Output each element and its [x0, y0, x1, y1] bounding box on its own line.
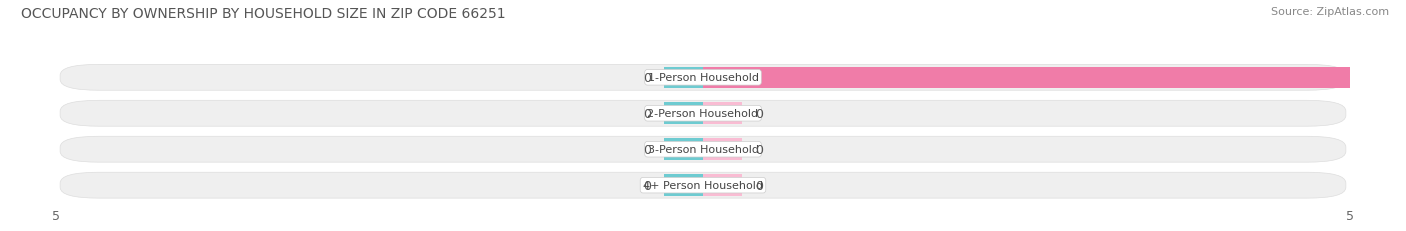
FancyBboxPatch shape: [60, 137, 1346, 162]
FancyBboxPatch shape: [60, 65, 1346, 91]
Bar: [703, 175, 742, 196]
Bar: [664, 175, 703, 196]
FancyBboxPatch shape: [60, 101, 1346, 127]
Bar: [664, 67, 703, 89]
Text: OCCUPANCY BY OWNERSHIP BY HOUSEHOLD SIZE IN ZIP CODE 66251: OCCUPANCY BY OWNERSHIP BY HOUSEHOLD SIZE…: [21, 7, 506, 21]
Text: 0: 0: [755, 143, 762, 156]
Bar: [703, 103, 742, 125]
Bar: [664, 139, 703, 160]
Text: 0: 0: [755, 107, 762, 120]
Text: 0: 0: [755, 179, 762, 192]
Text: 0: 0: [644, 143, 651, 156]
Text: 2-Person Household: 2-Person Household: [647, 109, 759, 119]
Text: 4+ Person Household: 4+ Person Household: [643, 180, 763, 190]
Text: 1-Person Household: 1-Person Household: [648, 73, 758, 83]
Text: 5: 5: [1362, 71, 1371, 85]
Text: 3-Person Household: 3-Person Household: [648, 145, 758, 155]
Bar: [703, 139, 742, 160]
Text: 0: 0: [644, 179, 651, 192]
Text: 0: 0: [644, 107, 651, 120]
FancyBboxPatch shape: [60, 173, 1346, 198]
Bar: [664, 103, 703, 125]
Bar: [703, 67, 1350, 89]
Text: Source: ZipAtlas.com: Source: ZipAtlas.com: [1271, 7, 1389, 17]
Text: 0: 0: [644, 71, 651, 85]
